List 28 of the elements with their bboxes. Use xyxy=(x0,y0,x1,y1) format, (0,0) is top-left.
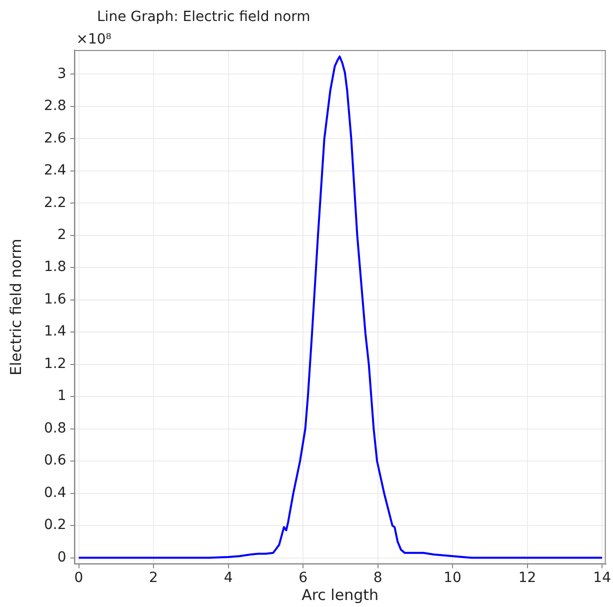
y-tick-label: 1 xyxy=(57,388,66,404)
text: ×10⁸ xyxy=(76,32,112,48)
chart-title: Line Graph: Electric field norm xyxy=(97,9,310,25)
y-axis-title: Electric field norm xyxy=(6,238,25,376)
x-tick-label: 0 xyxy=(74,570,84,586)
x-tick-label: 4 xyxy=(224,570,233,586)
x-tick-label: 8 xyxy=(373,570,382,586)
y-tick-label: 2.4 xyxy=(44,162,66,179)
y-tick-label: 1.6 xyxy=(44,291,66,308)
y-tick-label: 0.8 xyxy=(44,420,66,436)
y-tick-label: 1.8 xyxy=(44,259,66,276)
y-tick-label: 0.6 xyxy=(44,452,66,469)
x-axis-title: Arc length xyxy=(302,586,379,604)
y-tick-label: 2.2 xyxy=(44,194,66,211)
x-tick-label: 12 xyxy=(518,570,536,586)
x-tick-label: 6 xyxy=(298,570,308,586)
x-tick-label: 14 xyxy=(593,570,612,586)
x-tick-label: 10 xyxy=(444,570,462,586)
y-tick-label: 1.4 xyxy=(44,324,66,340)
y-tick-label: 3 xyxy=(57,66,66,82)
y-tick-label: 0.2 xyxy=(44,517,66,534)
y-tick-label: 2.8 xyxy=(44,98,66,114)
x-tick-label: 2 xyxy=(149,570,158,586)
y-tick-label: 0 xyxy=(57,549,66,566)
y-tick-label: 1.2 xyxy=(44,356,66,372)
y-tick-label: 0.4 xyxy=(44,484,66,501)
y-tick-label: 2 xyxy=(57,227,66,244)
y-tick-label: 2.6 xyxy=(44,130,66,146)
